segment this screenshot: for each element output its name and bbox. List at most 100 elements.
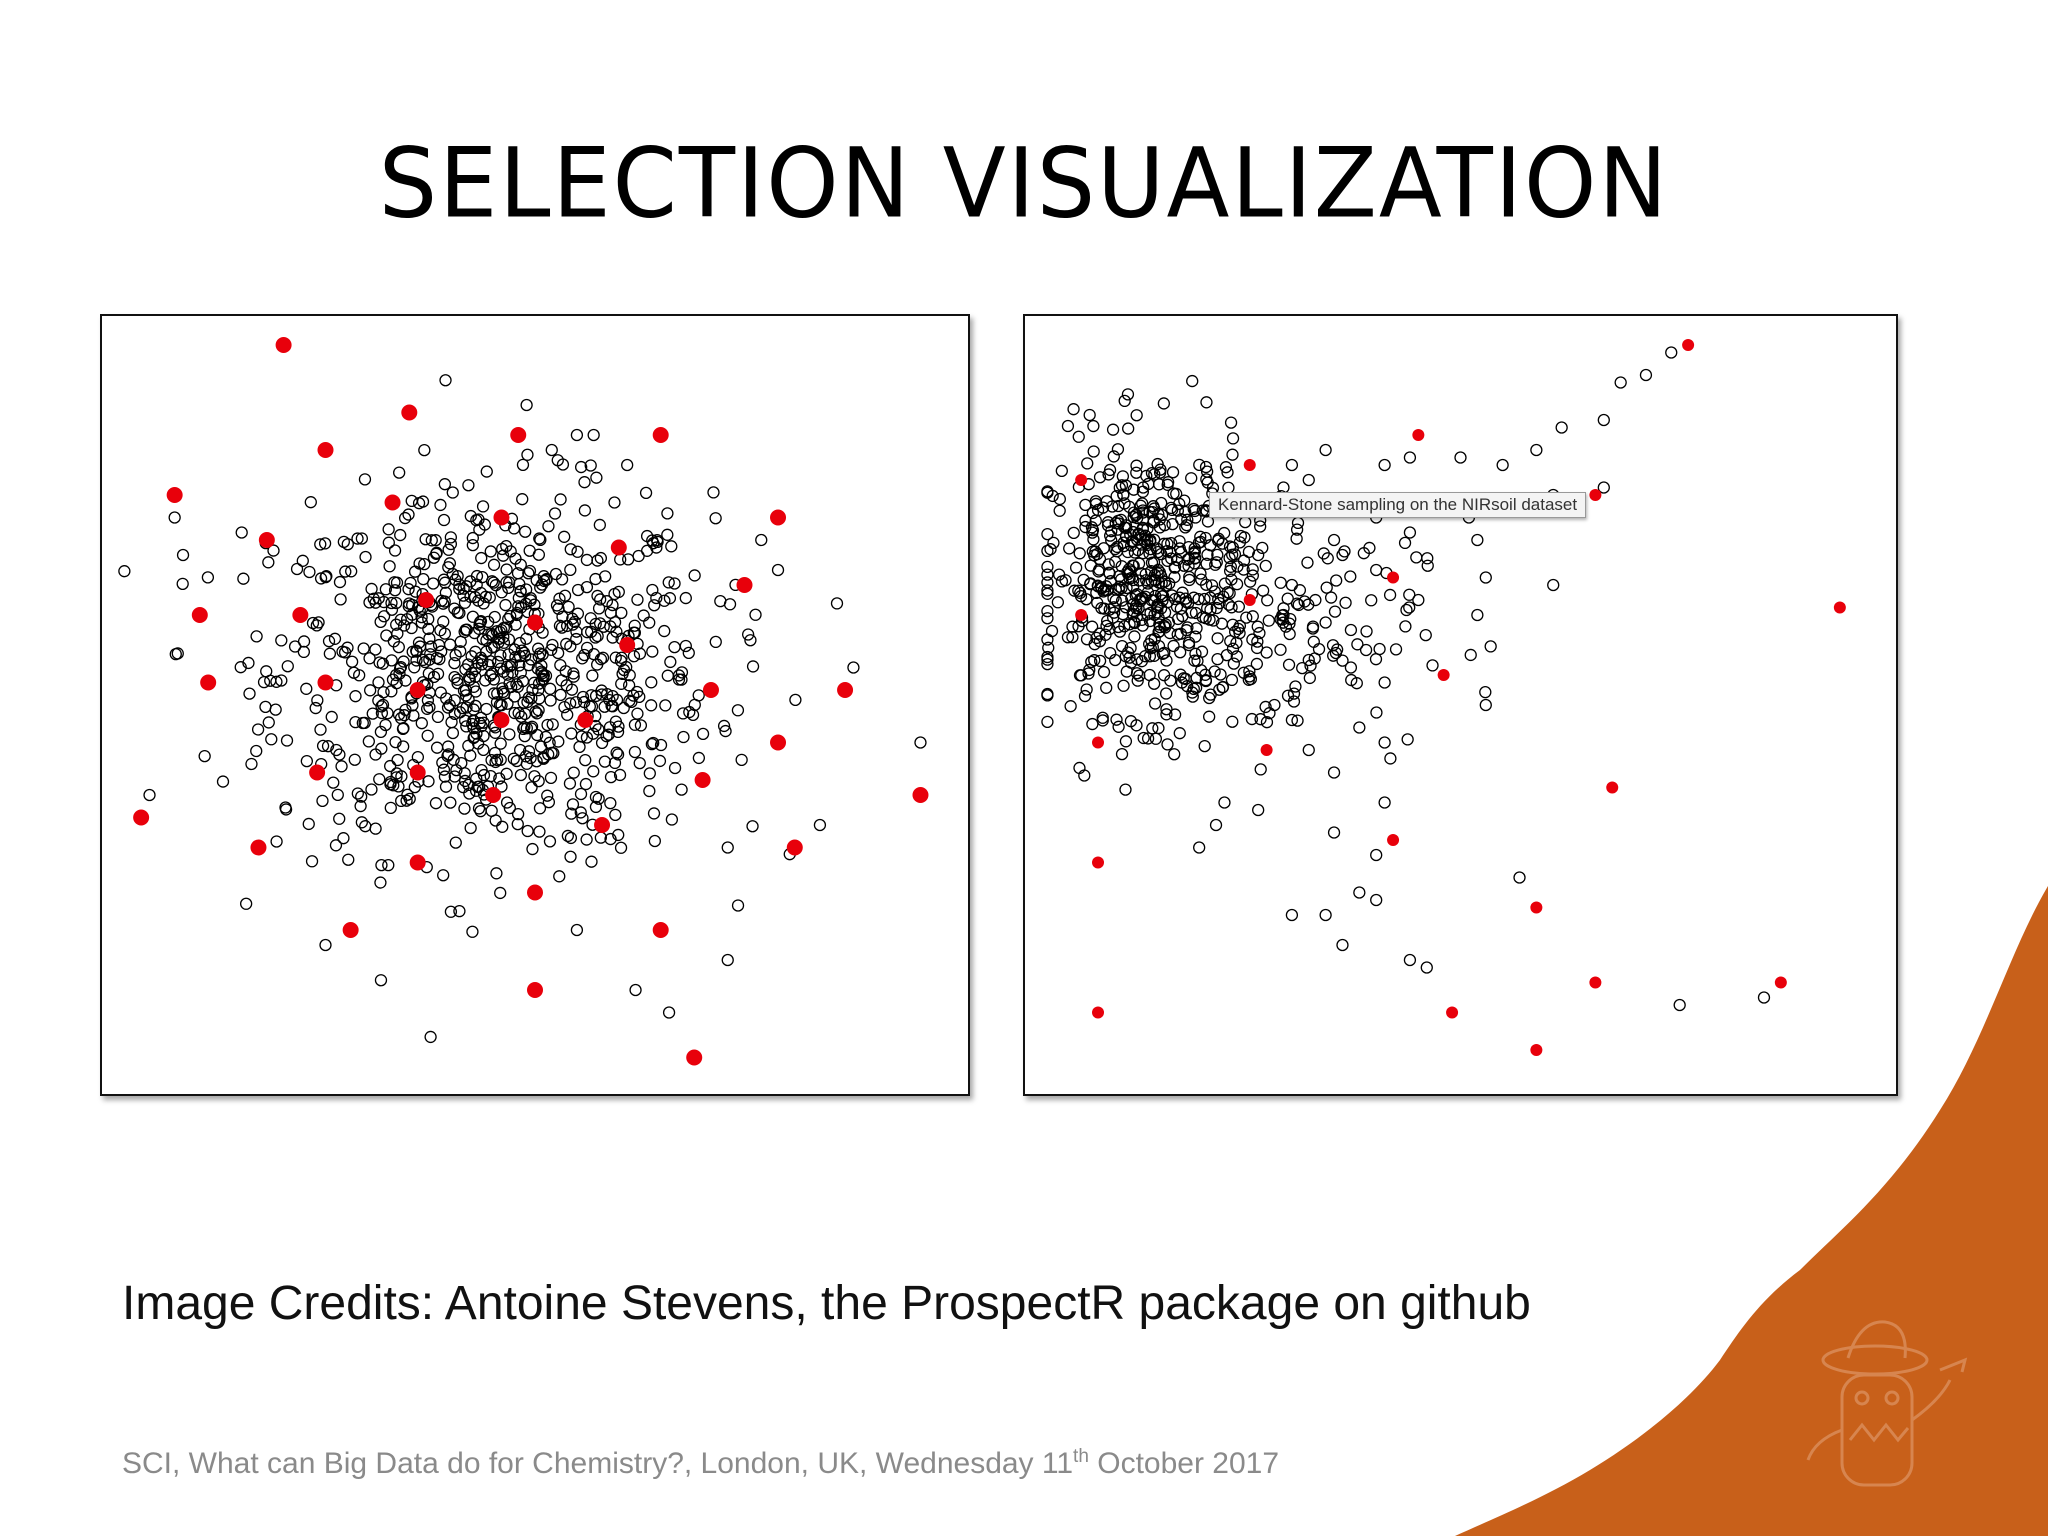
data-point: [422, 612, 435, 626]
data-point: [242, 656, 255, 670]
data-point: [1102, 468, 1115, 481]
data-point: [390, 596, 403, 610]
data-point: [337, 535, 350, 549]
data-point: [1302, 743, 1315, 757]
selected-data-point: [510, 427, 527, 443]
data-point: [608, 496, 621, 509]
data-point: [1199, 460, 1213, 474]
footer-suffix: October 2017: [1088, 1447, 1280, 1480]
data-point: [345, 655, 359, 668]
data-point: [330, 743, 343, 757]
data-point: [1378, 796, 1391, 809]
data-point: [417, 573, 430, 586]
data-point: [432, 638, 446, 652]
data-point: [251, 723, 265, 736]
data-point: [1154, 463, 1167, 476]
data-point: [647, 736, 660, 750]
data-point: [429, 797, 443, 810]
data-point: [1239, 515, 1252, 529]
data-point: [451, 677, 464, 690]
data-point: [453, 578, 466, 591]
data-point: [1209, 558, 1222, 571]
data-point: [594, 593, 607, 606]
data-point: [534, 581, 547, 594]
data-point: [679, 639, 692, 653]
data-point: [675, 666, 689, 679]
data-point: [1136, 521, 1150, 535]
data-point: [1083, 408, 1096, 422]
data-point: [1597, 481, 1610, 494]
data-point: [262, 556, 275, 569]
data-point: [1201, 515, 1215, 528]
selected-data-point: [493, 509, 510, 526]
data-point: [634, 719, 648, 732]
data-point: [1145, 565, 1158, 578]
data-point: [262, 716, 275, 729]
data-point: [489, 814, 502, 827]
data-point: [499, 598, 512, 612]
data-point: [566, 618, 580, 631]
data-point: [532, 774, 545, 788]
data-point: [709, 635, 722, 649]
data-point: [536, 648, 549, 661]
data-point: [305, 855, 319, 868]
data-point: [1093, 635, 1107, 648]
data-point: [1420, 961, 1433, 974]
selected-data-point: [275, 337, 292, 353]
selected-data-point: [418, 592, 435, 608]
selected-data-point: [292, 607, 309, 623]
data-point: [437, 869, 450, 882]
data-point: [275, 634, 288, 647]
data-point: [1403, 526, 1417, 539]
data-point: [1133, 669, 1146, 682]
data-point: [1226, 642, 1240, 655]
data-point: [1192, 592, 1205, 606]
data-point: [377, 686, 390, 699]
selected-data-point: [401, 404, 418, 421]
data-point: [398, 511, 412, 525]
data-point: [435, 594, 448, 607]
data-point: [1119, 735, 1133, 748]
data-point: [1421, 559, 1434, 572]
data-point: [1221, 586, 1234, 599]
data-point: [1069, 561, 1083, 574]
data-point: [1174, 627, 1187, 640]
data-point: [1530, 443, 1543, 457]
data-point: [676, 707, 690, 720]
data-point: [1143, 547, 1156, 560]
data-point: [595, 688, 608, 701]
data-point: [397, 722, 410, 735]
data-point: [1555, 421, 1568, 434]
data-point: [168, 511, 181, 524]
data-point: [1190, 671, 1203, 685]
data-point: [375, 706, 389, 720]
data-point: [539, 669, 553, 682]
data-point: [614, 841, 628, 854]
data-point: [646, 583, 659, 597]
data-point: [558, 701, 571, 714]
data-point: [243, 687, 256, 700]
data-point: [575, 460, 588, 474]
data-point: [442, 561, 455, 574]
data-point: [590, 471, 603, 484]
data-point: [508, 706, 521, 720]
data-point: [604, 797, 617, 810]
data-point: [1047, 536, 1060, 550]
data-point: [1363, 541, 1376, 555]
data-point: [1121, 646, 1135, 659]
data-point: [568, 615, 581, 628]
data-point: [472, 802, 486, 815]
data-point: [1336, 548, 1349, 562]
data-point: [544, 682, 557, 695]
data-point: [237, 572, 250, 585]
data-point: [546, 638, 559, 652]
data-point: [1123, 651, 1136, 664]
data-point: [1164, 501, 1178, 515]
data-point: [609, 808, 622, 821]
data-point: [444, 531, 457, 544]
data-point: [359, 820, 372, 833]
data-point: [462, 739, 475, 752]
right-scatter-plot: [1041, 339, 1846, 1056]
selected-data-point: [1260, 744, 1273, 756]
